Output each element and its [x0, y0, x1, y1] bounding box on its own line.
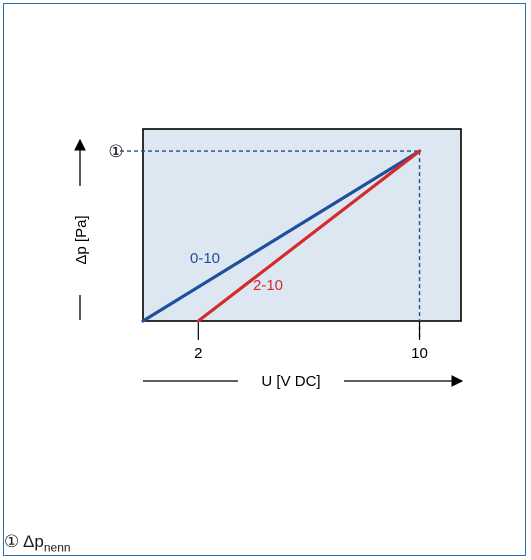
y-axis-label: Δp [Pa] — [73, 215, 90, 264]
footnote-marker: ① — [4, 532, 19, 551]
figure-frame: Δp [Pa] U [V DC] 2 10 ① 0-10 2-10 — [3, 3, 526, 556]
x-tick-label-10: 10 — [411, 345, 428, 362]
series-label-0-10: 0-10 — [190, 250, 220, 267]
footnote-subscript: nenn — [44, 540, 71, 554]
y-tick-label-rated: ① — [108, 142, 123, 161]
footnote: ① Δpnenn — [4, 532, 71, 557]
x-axis-label: U [V DC] — [261, 373, 320, 390]
series-label-2-10: 2-10 — [253, 277, 283, 294]
x-tick-label-2: 2 — [194, 345, 202, 362]
footnote-symbol: Δp — [23, 532, 44, 551]
